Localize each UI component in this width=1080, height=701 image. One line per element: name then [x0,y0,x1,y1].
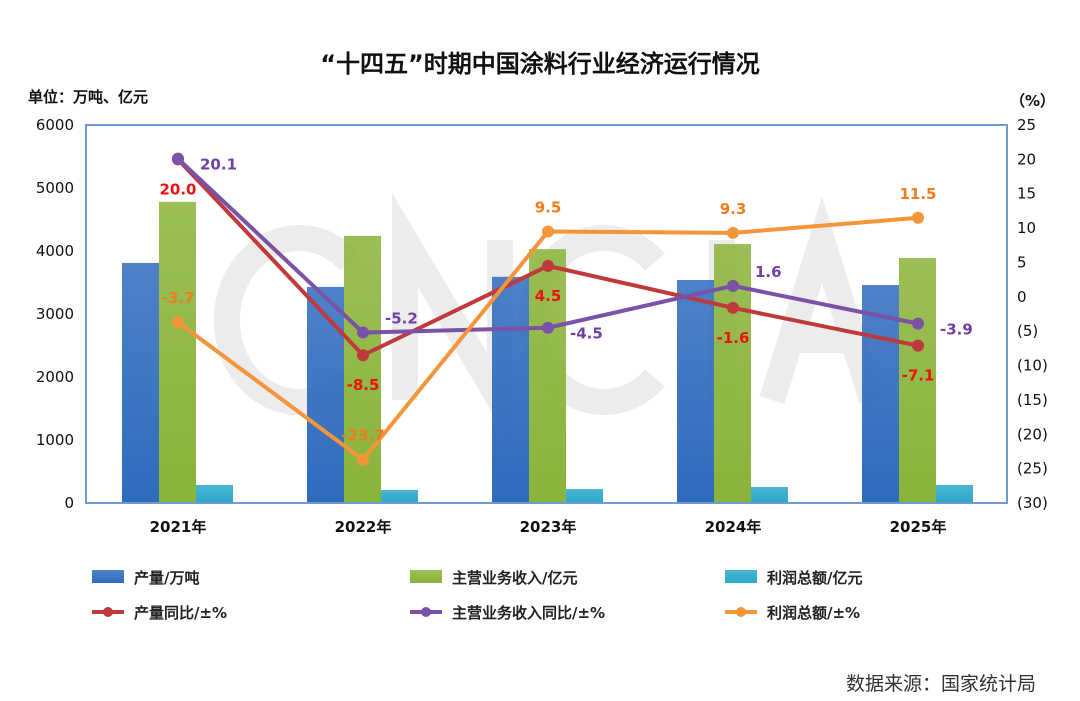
data-label-2-3: 9.3 [720,200,747,218]
data-label-0-4: -7.1 [902,367,935,385]
right-tick-label: 0 [1017,288,1027,306]
right-tick-label: (15) [1017,391,1048,409]
legend-label: 主营业务收入同比/±% [452,604,605,622]
point-1-2 [542,321,554,334]
bar-2-4 [936,484,973,503]
legend-swatch [725,570,757,583]
legend-marker [421,607,431,617]
data-label-2-0: -3.7 [162,289,195,307]
plot-frame [85,124,1008,504]
bar-1-0 [159,201,196,504]
legend-label: 利润总额/亿元 [767,569,862,587]
point-2-0 [172,316,184,329]
point-1-3 [727,279,739,292]
bar-2-3 [751,486,788,503]
point-1-4 [912,317,924,330]
category-label: 2021年 [150,518,207,536]
data-label-1-0: 20.1 [200,156,237,174]
bar-2-1 [381,490,418,503]
legend-swatch [92,570,124,583]
left-tick-label: 6000 [36,116,74,134]
data-label-0-2: 4.5 [535,287,562,305]
legend-label: 产量同比/±% [134,604,227,622]
point-0-2 [542,259,554,272]
data-label-2-2: 9.5 [535,199,562,217]
left-tick-label: 3000 [36,305,74,323]
data-label-0-1: -8.5 [347,376,380,394]
bar-2-0 [196,484,233,503]
source-note: 数据来源：国家统计局 [846,673,1036,695]
data-label-0-3: -1.6 [717,329,750,347]
bar-1-4 [899,257,936,503]
right-tick-label: 15 [1017,185,1036,203]
left-tick-label: 5000 [36,179,74,197]
right-tick-label: 5 [1017,253,1027,271]
point-0-1 [357,349,369,362]
left-unit-label: 单位：万吨、亿元 [28,88,148,106]
legend-marker [736,607,746,617]
point-2-3 [727,226,739,239]
category-label: 2023年 [520,518,577,536]
legend-label: 主营业务收入/亿元 [452,569,577,587]
category-label: 2022年 [335,518,392,536]
bar-2-2 [566,489,603,503]
bar-0-1 [307,286,344,503]
data-label-2-4: 11.5 [899,185,936,203]
point-2-1 [357,453,369,466]
bar-0-4 [862,285,899,503]
data-label-0-0: 20.0 [159,180,196,198]
left-tick-label: 1000 [36,431,74,449]
data-label-1-1: -5.2 [385,310,418,328]
bar-0-0 [122,262,159,503]
legend-label: 利润总额/±% [767,604,860,622]
chart-title: “十四五”时期中国涂料行业经济运行情况 [320,50,760,78]
point-0-4 [912,339,924,352]
data-label-2-1: -23.7 [341,427,384,445]
legend-swatch [410,570,442,583]
right-tick-label: 25 [1017,116,1036,134]
point-2-2 [542,225,554,238]
legend-marker [103,607,113,617]
point-1-1 [357,326,369,339]
right-tick-label: (25) [1017,460,1048,478]
right-tick-label: 20 [1017,150,1036,168]
bar-0-3 [677,279,714,503]
right-tick-label: (10) [1017,357,1048,375]
right-tick-label: (30) [1017,494,1048,512]
right-tick-label: (5) [1017,322,1038,340]
category-label: 2024年 [705,518,762,536]
bar-0-2 [492,276,529,503]
right-tick-label: 10 [1017,219,1036,237]
left-tick-label: 4000 [36,242,74,260]
bar-1-2 [529,249,566,503]
point-1-0 [172,152,184,165]
left-tick-label: 2000 [36,368,74,386]
right-tick-label: (20) [1017,425,1048,443]
data-label-1-4: -3.9 [940,321,973,339]
category-label: 2025年 [890,518,947,536]
right-unit-label: （%） [1010,92,1055,110]
point-2-4 [912,211,924,224]
left-tick-label: 0 [64,494,74,512]
data-label-1-3: 1.6 [755,263,782,281]
point-0-3 [727,301,739,314]
legend-label: 产量/万吨 [134,569,199,587]
data-label-1-2: -4.5 [570,325,603,343]
